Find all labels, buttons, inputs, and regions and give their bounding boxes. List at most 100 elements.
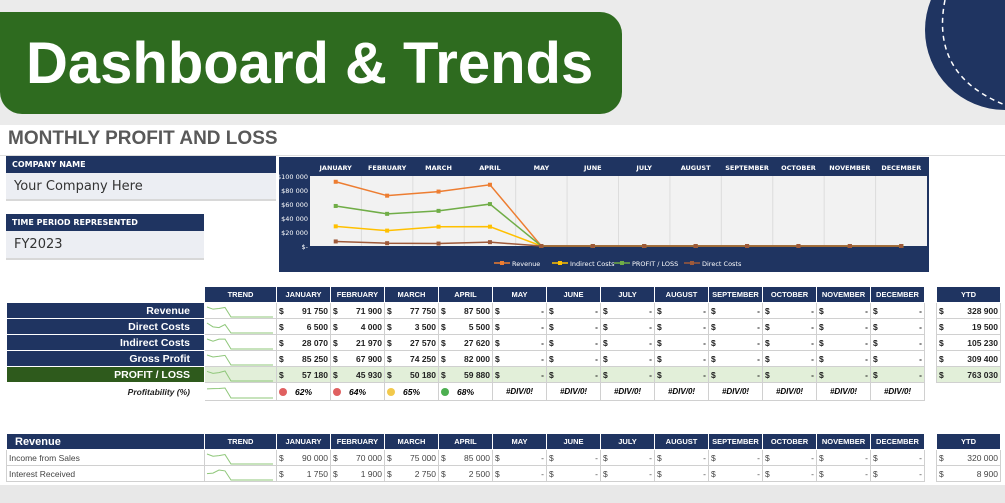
value-cell[interactable]: $ - [654, 366, 709, 383]
value-cell[interactable]: 62% [276, 382, 331, 401]
value-cell[interactable]: $320 000 [936, 449, 1001, 466]
value-cell[interactable]: #DIV/0! [816, 382, 871, 401]
value-cell[interactable]: $ - [870, 449, 925, 466]
value-cell[interactable]: $ - [492, 318, 547, 335]
value-cell[interactable]: #DIV/0! [870, 382, 925, 401]
value-cell[interactable]: $ - [762, 334, 817, 351]
value-cell[interactable]: $2 500 [438, 465, 493, 482]
value-cell[interactable]: #DIV/0! [600, 382, 655, 401]
value-cell[interactable]: $ - [762, 465, 817, 482]
value-cell[interactable]: $ - [816, 318, 871, 335]
value-cell[interactable]: $ - [870, 302, 925, 319]
value-cell[interactable]: $309 400 [936, 350, 1001, 367]
value-cell[interactable]: 68% [438, 382, 493, 401]
value-cell[interactable]: $27 570 [384, 334, 439, 351]
value-cell[interactable]: $ - [654, 302, 709, 319]
value-cell[interactable]: $1 900 [330, 465, 385, 482]
value-cell[interactable]: $ - [546, 366, 601, 383]
value-cell[interactable]: $ - [708, 465, 763, 482]
value-cell[interactable]: $19 500 [936, 318, 1001, 335]
value-cell[interactable]: $90 000 [276, 449, 331, 466]
value-cell[interactable]: $ - [492, 302, 547, 319]
value-cell[interactable]: $ - [600, 366, 655, 383]
time-period-field[interactable]: FY2023 [14, 237, 63, 252]
value-cell[interactable]: $3 500 [384, 318, 439, 335]
value-cell[interactable]: $105 230 [936, 334, 1001, 351]
value-cell[interactable]: $ - [654, 350, 709, 367]
value-cell[interactable]: $ - [816, 366, 871, 383]
value-cell[interactable]: $ - [870, 350, 925, 367]
value-cell[interactable]: $28 070 [276, 334, 331, 351]
value-cell[interactable]: $ - [816, 302, 871, 319]
value-cell[interactable]: $ - [762, 302, 817, 319]
value-cell[interactable]: $50 180 [384, 366, 439, 383]
value-cell[interactable]: $ - [762, 318, 817, 335]
value-cell[interactable]: $5 500 [438, 318, 493, 335]
value-cell[interactable]: $6 500 [276, 318, 331, 335]
value-cell[interactable]: $ - [492, 366, 547, 383]
value-cell[interactable]: $71 900 [330, 302, 385, 319]
value-cell[interactable]: $ - [600, 334, 655, 351]
value-cell[interactable]: $ - [816, 465, 871, 482]
value-cell[interactable]: $82 000 [438, 350, 493, 367]
value-cell[interactable]: $ - [600, 449, 655, 466]
value-cell[interactable]: $ - [870, 465, 925, 482]
value-cell[interactable]: $ - [708, 366, 763, 383]
value-cell[interactable]: $ - [600, 465, 655, 482]
value-cell[interactable]: $75 000 [384, 449, 439, 466]
value-cell[interactable]: #DIV/0! [546, 382, 601, 401]
value-cell[interactable]: $ - [546, 302, 601, 319]
value-cell[interactable]: $1 750 [276, 465, 331, 482]
value-cell[interactable]: $ - [708, 334, 763, 351]
value-cell[interactable]: $ - [870, 318, 925, 335]
value-cell[interactable]: $87 500 [438, 302, 493, 319]
value-cell[interactable]: $ - [600, 302, 655, 319]
value-cell[interactable]: $763 030 [936, 366, 1001, 383]
value-cell[interactable]: $ - [870, 334, 925, 351]
value-cell[interactable]: $ - [492, 465, 547, 482]
value-cell[interactable]: $ - [654, 318, 709, 335]
value-cell[interactable]: 65% [384, 382, 439, 401]
value-cell[interactable]: $2 750 [384, 465, 439, 482]
value-cell[interactable]: $70 000 [330, 449, 385, 466]
value-cell[interactable]: $57 180 [276, 366, 331, 383]
value-cell[interactable]: $ - [816, 334, 871, 351]
value-cell[interactable]: $ - [654, 449, 709, 466]
value-cell[interactable]: $ - [708, 318, 763, 335]
company-name-field[interactable]: Your Company Here [14, 179, 143, 194]
value-cell[interactable]: $ - [708, 302, 763, 319]
value-cell[interactable]: $ - [546, 449, 601, 466]
value-cell[interactable]: $91 750 [276, 302, 331, 319]
value-cell[interactable]: $27 620 [438, 334, 493, 351]
value-cell[interactable]: $ - [600, 350, 655, 367]
value-cell[interactable]: $8 900 [936, 465, 1001, 482]
value-cell[interactable]: $77 750 [384, 302, 439, 319]
value-cell[interactable]: $59 880 [438, 366, 493, 383]
value-cell[interactable]: $ - [546, 334, 601, 351]
value-cell[interactable]: $67 900 [330, 350, 385, 367]
value-cell[interactable]: #DIV/0! [762, 382, 817, 401]
value-cell[interactable]: $ - [546, 318, 601, 335]
value-cell[interactable]: $ - [546, 350, 601, 367]
value-cell[interactable]: $328 900 [936, 302, 1001, 319]
value-cell[interactable]: #DIV/0! [654, 382, 709, 401]
value-cell[interactable]: $ - [816, 449, 871, 466]
value-cell[interactable]: $21 970 [330, 334, 385, 351]
value-cell[interactable]: $85 250 [276, 350, 331, 367]
value-cell[interactable]: #DIV/0! [708, 382, 763, 401]
value-cell[interactable]: $ - [600, 318, 655, 335]
value-cell[interactable]: #DIV/0! [492, 382, 547, 401]
value-cell[interactable]: $ - [492, 449, 547, 466]
value-cell[interactable]: $85 000 [438, 449, 493, 466]
value-cell[interactable]: $ - [654, 465, 709, 482]
value-cell[interactable]: $ - [492, 350, 547, 367]
value-cell[interactable]: $74 250 [384, 350, 439, 367]
value-cell[interactable]: $ - [708, 350, 763, 367]
value-cell[interactable]: $ - [762, 350, 817, 367]
value-cell[interactable]: $ - [546, 465, 601, 482]
value-cell[interactable]: $ - [870, 366, 925, 383]
value-cell[interactable]: $4 000 [330, 318, 385, 335]
value-cell[interactable]: $ - [708, 449, 763, 466]
value-cell[interactable]: $45 930 [330, 366, 385, 383]
value-cell[interactable]: $ - [654, 334, 709, 351]
